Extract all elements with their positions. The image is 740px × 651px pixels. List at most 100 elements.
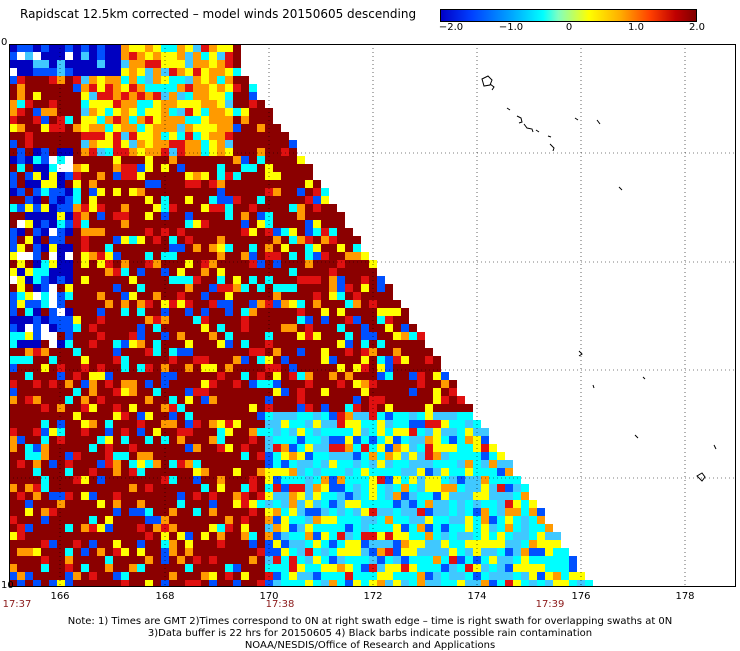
- swath-cell: [289, 548, 297, 556]
- swath-cell: [385, 572, 393, 580]
- swath-cell: [137, 100, 145, 108]
- swath-cell: [57, 172, 65, 180]
- swath-cell: [273, 508, 281, 516]
- swath-cell: [201, 564, 209, 572]
- swath-cell: [145, 268, 153, 276]
- swath-cell: [337, 244, 345, 252]
- swath-cell: [433, 372, 441, 380]
- swath-cell: [153, 500, 161, 508]
- swath-cell: [105, 92, 113, 100]
- swath-cell: [441, 580, 449, 587]
- swath-cell: [137, 124, 145, 132]
- swath-cell: [113, 324, 121, 332]
- swath-cell: [489, 540, 497, 548]
- swath-cell: [41, 372, 49, 380]
- swath-cell: [81, 468, 89, 476]
- swath-cell: [169, 244, 177, 252]
- swath-cell: [57, 492, 65, 500]
- swath-cell: [73, 220, 81, 228]
- swath-cell: [249, 508, 257, 516]
- swath-cell: [129, 428, 137, 436]
- swath-cell: [329, 324, 337, 332]
- swath-cell: [233, 564, 241, 572]
- swath-cell: [401, 532, 409, 540]
- swath-cell: [201, 308, 209, 316]
- swath-cell: [73, 500, 81, 508]
- swath-cell: [49, 148, 57, 156]
- swath-cell: [505, 516, 513, 524]
- swath-cell: [353, 492, 361, 500]
- swath-cell: [153, 404, 161, 412]
- swath-cell: [385, 540, 393, 548]
- swath-cell: [185, 388, 193, 396]
- swath-cell: [297, 260, 305, 268]
- swath-cell: [73, 92, 81, 100]
- swath-cell: [289, 364, 297, 372]
- swath-cell: [129, 116, 137, 124]
- swath-cell: [113, 524, 121, 532]
- swath-cell: [401, 444, 409, 452]
- swath-cell: [97, 108, 105, 116]
- swath-cell: [385, 444, 393, 452]
- swath-cell: [73, 276, 81, 284]
- swath-cell: [33, 412, 41, 420]
- swath-cell: [121, 548, 129, 556]
- swath-cell: [273, 572, 281, 580]
- swath-cell: [57, 316, 65, 324]
- swath-cell: [121, 556, 129, 564]
- swath-cell: [137, 252, 145, 260]
- swath-cell: [89, 84, 97, 92]
- swath-cell: [393, 316, 401, 324]
- swath-cell: [33, 428, 41, 436]
- swath-cell: [209, 156, 217, 164]
- swath-cell: [297, 236, 305, 244]
- swath-cell: [65, 388, 73, 396]
- swath-cell: [201, 316, 209, 324]
- swath-cell: [97, 396, 105, 404]
- swath-cell: [177, 476, 185, 484]
- swath-cell: [281, 276, 289, 284]
- swath-cell: [257, 300, 265, 308]
- swath-cell: [177, 468, 185, 476]
- swath-cell: [289, 300, 297, 308]
- swath-cell: [225, 204, 233, 212]
- swath-cell: [97, 460, 105, 468]
- swath-cell: [201, 508, 209, 516]
- swath-cell: [361, 324, 369, 332]
- swath-cell: [233, 580, 241, 587]
- swath-cell: [329, 444, 337, 452]
- swath-cell: [321, 436, 329, 444]
- swath-cell: [73, 244, 81, 252]
- swath-cell: [193, 436, 201, 444]
- swath-cell: [353, 284, 361, 292]
- swath-cell: [33, 244, 41, 252]
- swath-cell: [249, 228, 257, 236]
- swath-cell: [193, 92, 201, 100]
- swath-cell: [209, 300, 217, 308]
- swath-cell: [113, 532, 121, 540]
- swath-cell: [217, 284, 225, 292]
- swath-cell: [177, 172, 185, 180]
- swath-cell: [521, 524, 529, 532]
- swath-cell: [489, 516, 497, 524]
- swath-cell: [401, 468, 409, 476]
- swath-cell: [129, 388, 137, 396]
- swath-cell: [129, 188, 137, 196]
- swath-cell: [57, 60, 65, 68]
- swath-cell: [377, 340, 385, 348]
- swath-cell: [33, 308, 41, 316]
- swath-cell: [241, 140, 249, 148]
- swath-cell: [193, 444, 201, 452]
- swath-cell: [201, 148, 209, 156]
- swath-cell: [505, 476, 513, 484]
- swath-cell: [345, 268, 353, 276]
- swath-cell: [177, 556, 185, 564]
- swath-cell: [169, 460, 177, 468]
- swath-cell: [49, 484, 57, 492]
- swath-cell: [121, 164, 129, 172]
- swath-cell: [193, 396, 201, 404]
- swath-cell: [49, 212, 57, 220]
- swath-cell: [201, 388, 209, 396]
- swath-cell: [305, 572, 313, 580]
- swath-cell: [305, 500, 313, 508]
